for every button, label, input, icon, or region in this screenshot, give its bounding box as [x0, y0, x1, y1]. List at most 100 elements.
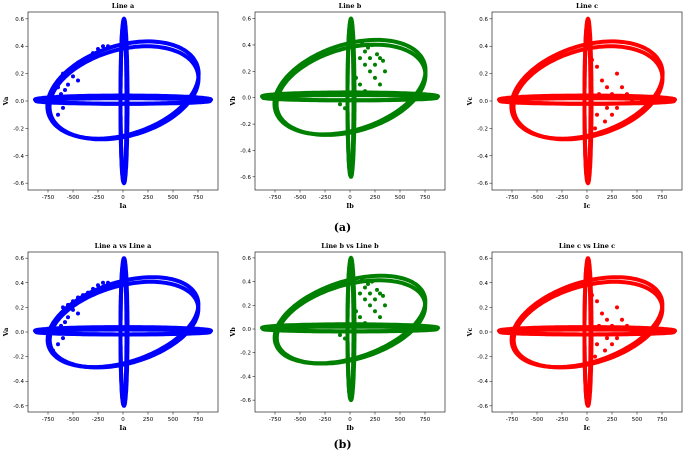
y-tick-label: 0.2	[15, 305, 24, 311]
plot-title: Line a vs Line a	[95, 242, 153, 250]
data-point	[373, 75, 377, 80]
trajectory-loop	[345, 20, 356, 178]
y-tick-label: -0.2	[477, 355, 488, 361]
x-tick-label: 0	[121, 417, 125, 423]
x-tick-label: 750	[420, 417, 431, 423]
y-tick-label: 0.6	[479, 17, 488, 23]
y-axis-label: Va	[2, 327, 10, 337]
x-tick-label: -250	[92, 195, 105, 201]
data-point	[595, 342, 599, 347]
data-point	[343, 106, 347, 111]
data-point	[615, 336, 619, 341]
data-point	[56, 342, 60, 347]
x-axis-label: Ib	[346, 424, 354, 432]
data-point	[56, 85, 60, 90]
data-point	[81, 293, 85, 298]
data-point	[59, 92, 63, 97]
data-point	[76, 311, 80, 316]
trajectory-loop	[47, 279, 201, 370]
y-tick-label: 0.0	[15, 99, 24, 105]
data-point	[603, 119, 607, 124]
x-tick-label: 250	[370, 195, 381, 201]
data-point	[630, 99, 634, 103]
x-tick-label: -250	[556, 195, 569, 201]
y-axis-label: Vc	[466, 327, 474, 337]
x-tick-label: -750	[42, 417, 55, 423]
plot-title: Line b	[339, 2, 362, 10]
data-point	[610, 92, 614, 97]
data-point	[645, 326, 649, 331]
data-point	[56, 112, 60, 117]
data-point	[66, 302, 70, 307]
y-tick-label: -0.4	[13, 154, 24, 160]
data-point	[76, 295, 80, 300]
y-tick-label: -0.4	[477, 379, 488, 385]
data-point	[615, 305, 619, 310]
data-point	[66, 68, 70, 73]
data-point	[593, 354, 597, 359]
y-tick-label: -0.6	[240, 175, 251, 181]
trajectory-loop	[261, 93, 439, 103]
data-point	[96, 283, 100, 288]
data-point	[61, 336, 65, 341]
trajectory-loop	[274, 278, 428, 366]
y-tick-label: -0.2	[240, 122, 251, 128]
trajectory-loop	[34, 96, 212, 106]
data-point	[71, 64, 75, 69]
data-point	[363, 62, 367, 67]
data-point	[56, 317, 60, 322]
data-point	[640, 330, 644, 334]
x-tick-label: 0	[121, 195, 125, 201]
x-tick-label: 500	[168, 195, 179, 201]
caption-a: (a)	[333, 221, 352, 234]
data-point	[101, 280, 105, 285]
data-point	[597, 323, 601, 328]
data-point	[610, 112, 614, 117]
y-tick-label: -0.6	[13, 404, 24, 410]
x-tick-label: -750	[42, 195, 55, 201]
caption-b: (b)	[333, 438, 352, 451]
y-tick-label: -0.4	[240, 374, 251, 380]
plot-5: Line b vs Line b -750 -500 -250 0 250 500 750 -0…	[229, 242, 446, 432]
data-point	[86, 290, 90, 295]
data-point	[650, 330, 654, 334]
data-point	[358, 56, 362, 61]
trajectory-loop	[582, 21, 593, 184]
data-point	[338, 102, 342, 107]
trajectory-loop	[118, 21, 129, 184]
data-point	[600, 311, 604, 316]
trajectory-loop	[261, 324, 439, 334]
data-point	[597, 92, 601, 97]
plot-4: Line a vs Line a -750 -500 -250 0 250 500 750 -0…	[2, 242, 219, 432]
y-tick-label: -0.2	[13, 355, 24, 361]
data-point	[358, 82, 362, 87]
data-point	[363, 49, 367, 54]
y-tick-label: 0.6	[242, 256, 251, 262]
x-tick-label: -500	[531, 417, 544, 423]
y-tick-label: 0.4	[242, 43, 251, 49]
data-point	[51, 96, 55, 101]
data-point	[366, 282, 370, 286]
data-point	[59, 323, 63, 328]
x-tick-label: 750	[657, 195, 668, 201]
data-point	[593, 126, 597, 131]
trajectory-loop	[272, 273, 428, 366]
data-point	[605, 105, 609, 110]
data-point	[363, 89, 367, 94]
x-tick-label: 0	[585, 195, 589, 201]
data-point	[635, 96, 639, 101]
y-tick-label: -0.6	[240, 398, 251, 404]
data-point	[343, 336, 347, 341]
data-point	[375, 52, 379, 57]
data-point	[358, 315, 362, 320]
data-point	[368, 69, 372, 74]
data-point	[620, 85, 624, 90]
data-point	[63, 320, 67, 325]
data-point	[370, 42, 374, 47]
x-tick-label: -250	[319, 195, 332, 201]
y-tick-label: -0.6	[13, 181, 24, 187]
data-point	[363, 285, 367, 290]
data-point	[66, 82, 70, 87]
x-tick-label: 500	[632, 417, 643, 423]
x-tick-label: -500	[531, 195, 544, 201]
